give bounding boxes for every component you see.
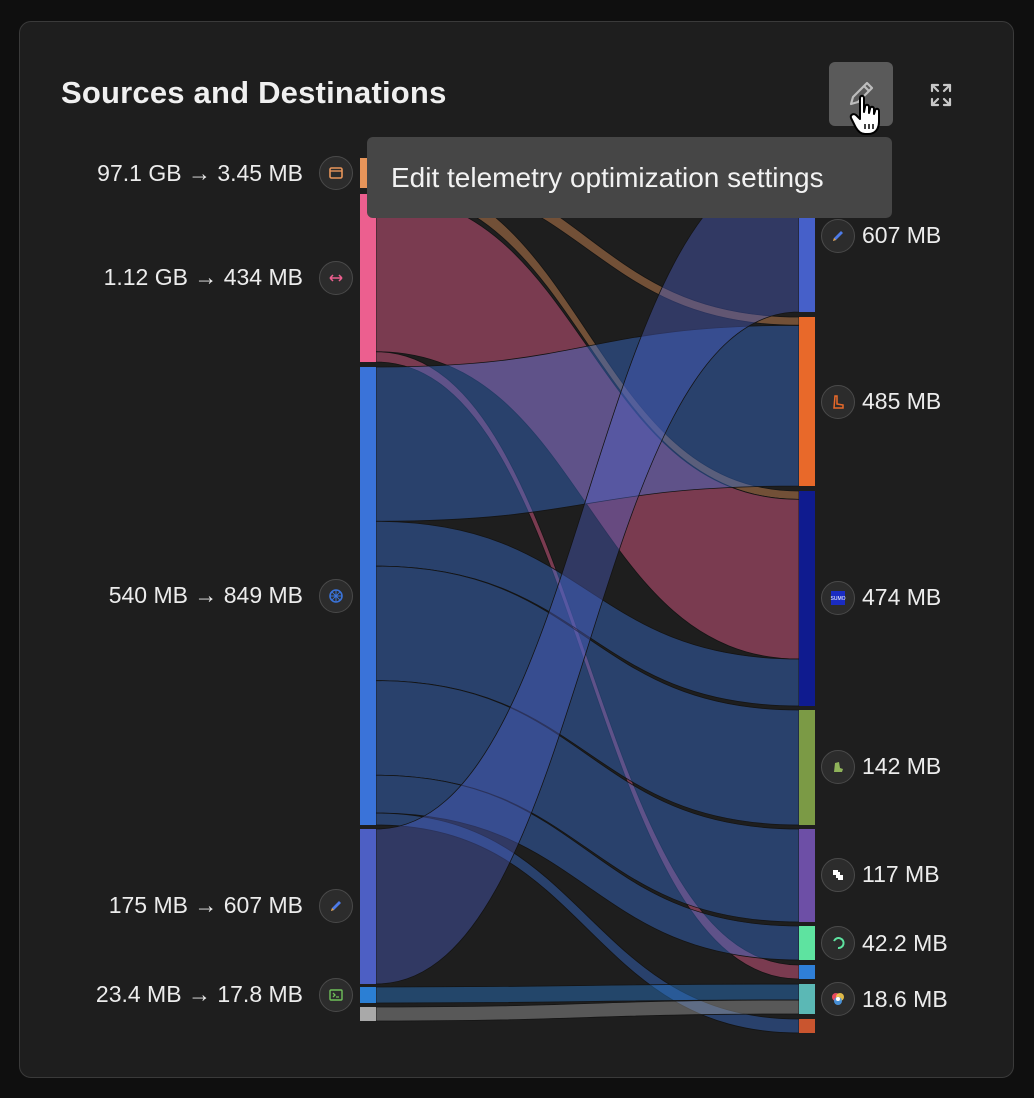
card-title: Sources and Destinations [61,75,447,110]
dest-node-2[interactable] [799,317,815,486]
source-label-3: 540 MB → 849 MB [108,582,303,608]
dest-label-3: 474 MB [862,584,942,610]
pencil-icon [821,219,855,253]
dest-label-1: 607 MB [862,222,942,248]
source-label-4: 175 MB → 607 MB [108,892,303,918]
dest-label-5: 117 MB [862,861,940,887]
sumo-icon: SUMO [821,581,855,615]
pinwheel-icon [821,982,855,1016]
arrows-horizontal-icon [319,261,353,295]
dest-node-3[interactable] [799,491,815,706]
source-node-3[interactable] [360,367,376,825]
dest-node-4[interactable] [799,710,815,825]
source-node-5[interactable] [360,987,376,1003]
dest-node-5[interactable] [799,829,815,922]
dest-node-9[interactable] [799,1019,815,1033]
dest-label-6: 42.2 MB [862,930,948,956]
source-label-5: 23.4 MB → 17.8 MB [95,981,303,1007]
source-label-2: 1.12 GB → 434 MB [103,264,303,290]
edit-tooltip: Edit telemetry optimization settings [367,137,892,218]
source-node-6[interactable] [360,1007,376,1021]
terminal-icon [319,978,353,1012]
svg-text:SUMO: SUMO [831,596,846,602]
source-label-1: 97.1 GB → 3.45 MB [97,160,303,186]
dest-node-8[interactable] [799,984,815,1014]
dest-label-8: 18.6 MB [862,986,948,1012]
kubernetes-icon [319,579,353,613]
dest-label-2: 485 MB [862,388,942,414]
boot-icon [821,385,855,419]
dest-node-6[interactable] [799,926,815,960]
elastic-icon [821,750,855,784]
pencil-icon [849,81,874,106]
browser-window-icon [319,156,353,190]
expand-icon [930,83,952,107]
hand-cursor-icon [849,94,880,135]
source-node-2[interactable] [360,194,376,362]
puzzle-icon [821,858,855,892]
expand-button[interactable] [921,75,961,115]
source-node-4[interactable] [360,829,376,984]
loop-icon [821,926,855,960]
dest-node-7[interactable] [799,965,815,979]
dest-label-4: 142 MB [862,753,942,779]
pencil-icon [319,889,353,923]
